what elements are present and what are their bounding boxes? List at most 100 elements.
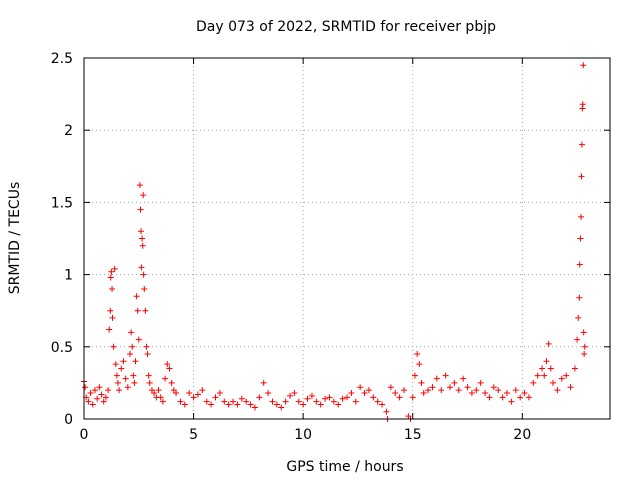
- data-point: [379, 401, 386, 408]
- data-point: [243, 398, 250, 405]
- data-point: [131, 379, 138, 386]
- data-point: [433, 375, 440, 382]
- data-point: [186, 390, 193, 397]
- data-point: [545, 340, 552, 347]
- data-point: [199, 387, 206, 394]
- data-point: [134, 307, 141, 314]
- data-point: [155, 387, 162, 394]
- data-point: [409, 394, 416, 401]
- data-point: [181, 401, 188, 408]
- data-point: [128, 329, 135, 336]
- data-point: [107, 274, 114, 281]
- x-axis-label: GPS time / hours: [286, 459, 403, 475]
- data-point: [137, 206, 144, 213]
- data-point: [547, 365, 554, 372]
- data-point: [578, 141, 585, 148]
- data-point: [477, 379, 484, 386]
- data-point: [455, 387, 462, 394]
- data-point: [574, 336, 581, 343]
- data-point: [447, 384, 454, 391]
- data-point: [124, 384, 131, 391]
- data-point: [144, 351, 151, 358]
- data-point: [135, 336, 142, 343]
- data-point: [291, 390, 298, 397]
- y-tick-label: 0: [64, 412, 73, 428]
- data-point: [335, 401, 342, 408]
- data-point: [304, 395, 311, 402]
- data-point: [558, 375, 565, 382]
- data-point: [490, 384, 497, 391]
- data-point: [136, 182, 143, 189]
- data-point: [416, 361, 423, 368]
- data-point: [106, 326, 113, 333]
- data-point: [530, 379, 537, 386]
- data-point: [508, 398, 515, 405]
- grid: [84, 58, 610, 419]
- data-point: [580, 329, 587, 336]
- data-point: [571, 365, 578, 372]
- data-point: [82, 384, 89, 391]
- data-point: [411, 372, 418, 379]
- data-point: [317, 401, 324, 408]
- data-point: [143, 343, 150, 350]
- x-tick-label: 0: [80, 427, 89, 443]
- data-point: [141, 286, 148, 293]
- data-point: [113, 372, 120, 379]
- data-point: [468, 390, 475, 397]
- data-point: [576, 261, 583, 268]
- x-tick-label: 20: [513, 427, 531, 443]
- data-point: [247, 401, 254, 408]
- data-point: [230, 398, 237, 405]
- data-point: [442, 372, 449, 379]
- data-point: [414, 351, 421, 358]
- data-point: [287, 392, 294, 399]
- data-point: [146, 379, 153, 386]
- data-point: [96, 384, 103, 391]
- data-point: [145, 372, 152, 379]
- data-point: [451, 379, 458, 386]
- data-point: [216, 390, 223, 397]
- data-point: [575, 314, 582, 321]
- data-point: [221, 398, 228, 405]
- data-point: [300, 401, 307, 408]
- data-point: [203, 398, 210, 405]
- data-point: [554, 387, 561, 394]
- data-point: [265, 390, 272, 397]
- data-point: [114, 379, 121, 386]
- data-point: [212, 394, 219, 401]
- data-point: [138, 264, 145, 271]
- data-point: [581, 343, 588, 350]
- data-point: [365, 387, 372, 394]
- data-point: [308, 392, 315, 399]
- x-tick-label: 10: [294, 427, 312, 443]
- data-point: [486, 394, 493, 401]
- data-point: [282, 398, 289, 405]
- data-point: [352, 398, 359, 405]
- data-point: [578, 213, 585, 220]
- data-point: [495, 387, 502, 394]
- data-point: [418, 379, 425, 386]
- data-point: [464, 384, 471, 391]
- data-point: [577, 235, 584, 242]
- data-point: [116, 387, 123, 394]
- data-point: [326, 394, 333, 401]
- data-point: [142, 307, 149, 314]
- data-point: [543, 358, 550, 365]
- data-point: [89, 401, 96, 408]
- data-point: [260, 379, 267, 386]
- x-tick-label: 5: [189, 427, 198, 443]
- x-tick-label: 15: [404, 427, 422, 443]
- data-point: [295, 398, 302, 405]
- data-point: [576, 294, 583, 301]
- data-point: [503, 390, 510, 397]
- data-point: [157, 394, 164, 401]
- data-point: [168, 379, 175, 386]
- data-point: [94, 395, 101, 402]
- data-point: [140, 271, 147, 278]
- data-point: [164, 361, 171, 368]
- data-point: [512, 387, 519, 394]
- chart-title: Day 073 of 2022, SRMTID for receiver pbj…: [196, 19, 496, 35]
- y-tick-label: 2.5: [51, 51, 73, 67]
- data-point: [112, 361, 119, 368]
